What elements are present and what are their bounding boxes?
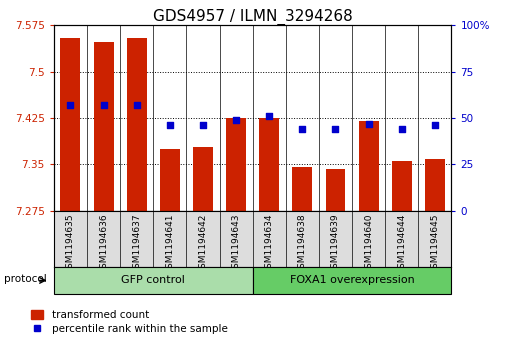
Text: FOXA1 overexpression: FOXA1 overexpression [290,276,415,285]
Point [398,126,406,132]
Point [166,122,174,128]
Bar [259,118,279,211]
Bar [292,167,312,211]
Text: GSM1194645: GSM1194645 [430,213,439,274]
Text: GSM1194642: GSM1194642 [199,213,207,274]
Text: GSM1194636: GSM1194636 [99,213,108,274]
Bar [93,42,113,211]
Bar [54,267,252,294]
Point [132,102,141,108]
Text: GSM1194639: GSM1194639 [331,213,340,274]
Bar [326,169,345,211]
Point [298,126,306,132]
Bar [392,161,411,211]
Text: GSM1194641: GSM1194641 [165,213,174,274]
Point [331,126,340,132]
Text: GSM1194640: GSM1194640 [364,213,373,274]
Text: GSM1194644: GSM1194644 [397,213,406,274]
Text: GSM1194634: GSM1194634 [265,213,274,274]
Bar [61,38,81,211]
Text: GSM1194638: GSM1194638 [298,213,307,274]
Point [199,122,207,128]
Bar [252,267,451,294]
Point [100,102,108,108]
Bar [160,149,180,211]
Point [232,117,240,123]
Bar [359,121,379,211]
Bar [425,159,445,211]
Text: GFP control: GFP control [121,276,185,285]
Point [265,113,273,119]
Point [66,102,74,108]
Point [365,121,373,126]
Legend: transformed count, percentile rank within the sample: transformed count, percentile rank withi… [31,310,228,334]
Text: GSM1194643: GSM1194643 [231,213,241,274]
Point [431,122,439,128]
Bar [193,147,213,211]
Title: GDS4957 / ILMN_3294268: GDS4957 / ILMN_3294268 [153,9,352,25]
Bar [226,118,246,211]
Text: protocol: protocol [4,274,47,284]
Text: GSM1194637: GSM1194637 [132,213,141,274]
Bar [127,38,147,211]
Text: GSM1194635: GSM1194635 [66,213,75,274]
